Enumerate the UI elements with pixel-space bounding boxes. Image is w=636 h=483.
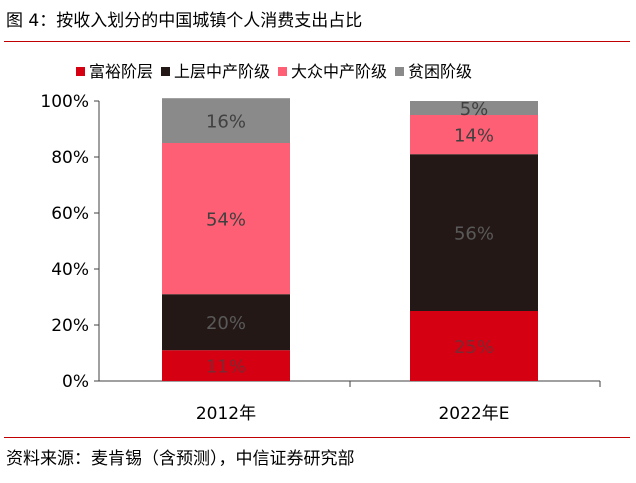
source-rule [4,437,630,438]
legend-label: 贫困阶级 [408,62,473,81]
title-rule [4,41,630,42]
x-category-label: 2012年 [196,404,256,424]
bar-segment [162,143,290,295]
legend-item: 富裕阶层 [76,58,153,82]
data-label: 14% [454,126,494,147]
data-label: 25% [454,337,494,358]
legend-label: 富裕阶层 [89,62,154,81]
data-label: 56% [454,224,494,245]
bar-segment [410,311,538,381]
figure-title: 图 4：按收入划分的中国城镇个人消费支出占比 [6,11,363,31]
legend-swatch [278,67,288,76]
bar-segment [162,98,290,143]
legend-label: 大众中产阶级 [291,62,388,81]
data-label: 11% [206,357,246,378]
y-tick-label: 40% [51,260,89,280]
data-label: 5% [460,99,489,120]
legend-label: 上层中产阶级 [174,62,271,81]
y-tick-label: 60% [51,204,89,224]
data-label: 16% [206,112,246,133]
y-tick-label: 0% [62,372,89,392]
source-note: 资料来源：麦肯锡（含预测），中信证券研究部 [6,449,355,469]
y-tick-label: 80% [51,148,89,168]
bar-segment [162,350,290,381]
bar-segment [410,154,538,311]
bar-segment [410,101,538,115]
data-label: 54% [206,210,246,231]
legend-swatch [161,67,171,76]
y-tick-label: 100% [40,92,89,112]
legend-swatch [395,67,405,76]
legend: 富裕阶层 上层中产阶级 大众中产阶级 贫困阶级 [76,58,480,82]
x-category-label: 2022年E [438,404,509,424]
data-label: 20% [206,313,246,334]
bar-segment [410,115,538,155]
bar-segment [162,294,290,351]
legend-item: 贫困阶级 [395,58,472,82]
legend-swatch [76,67,85,76]
legend-item: 大众中产阶级 [278,58,387,82]
y-tick-label: 20% [51,316,89,336]
legend-item: 上层中产阶级 [161,58,270,82]
